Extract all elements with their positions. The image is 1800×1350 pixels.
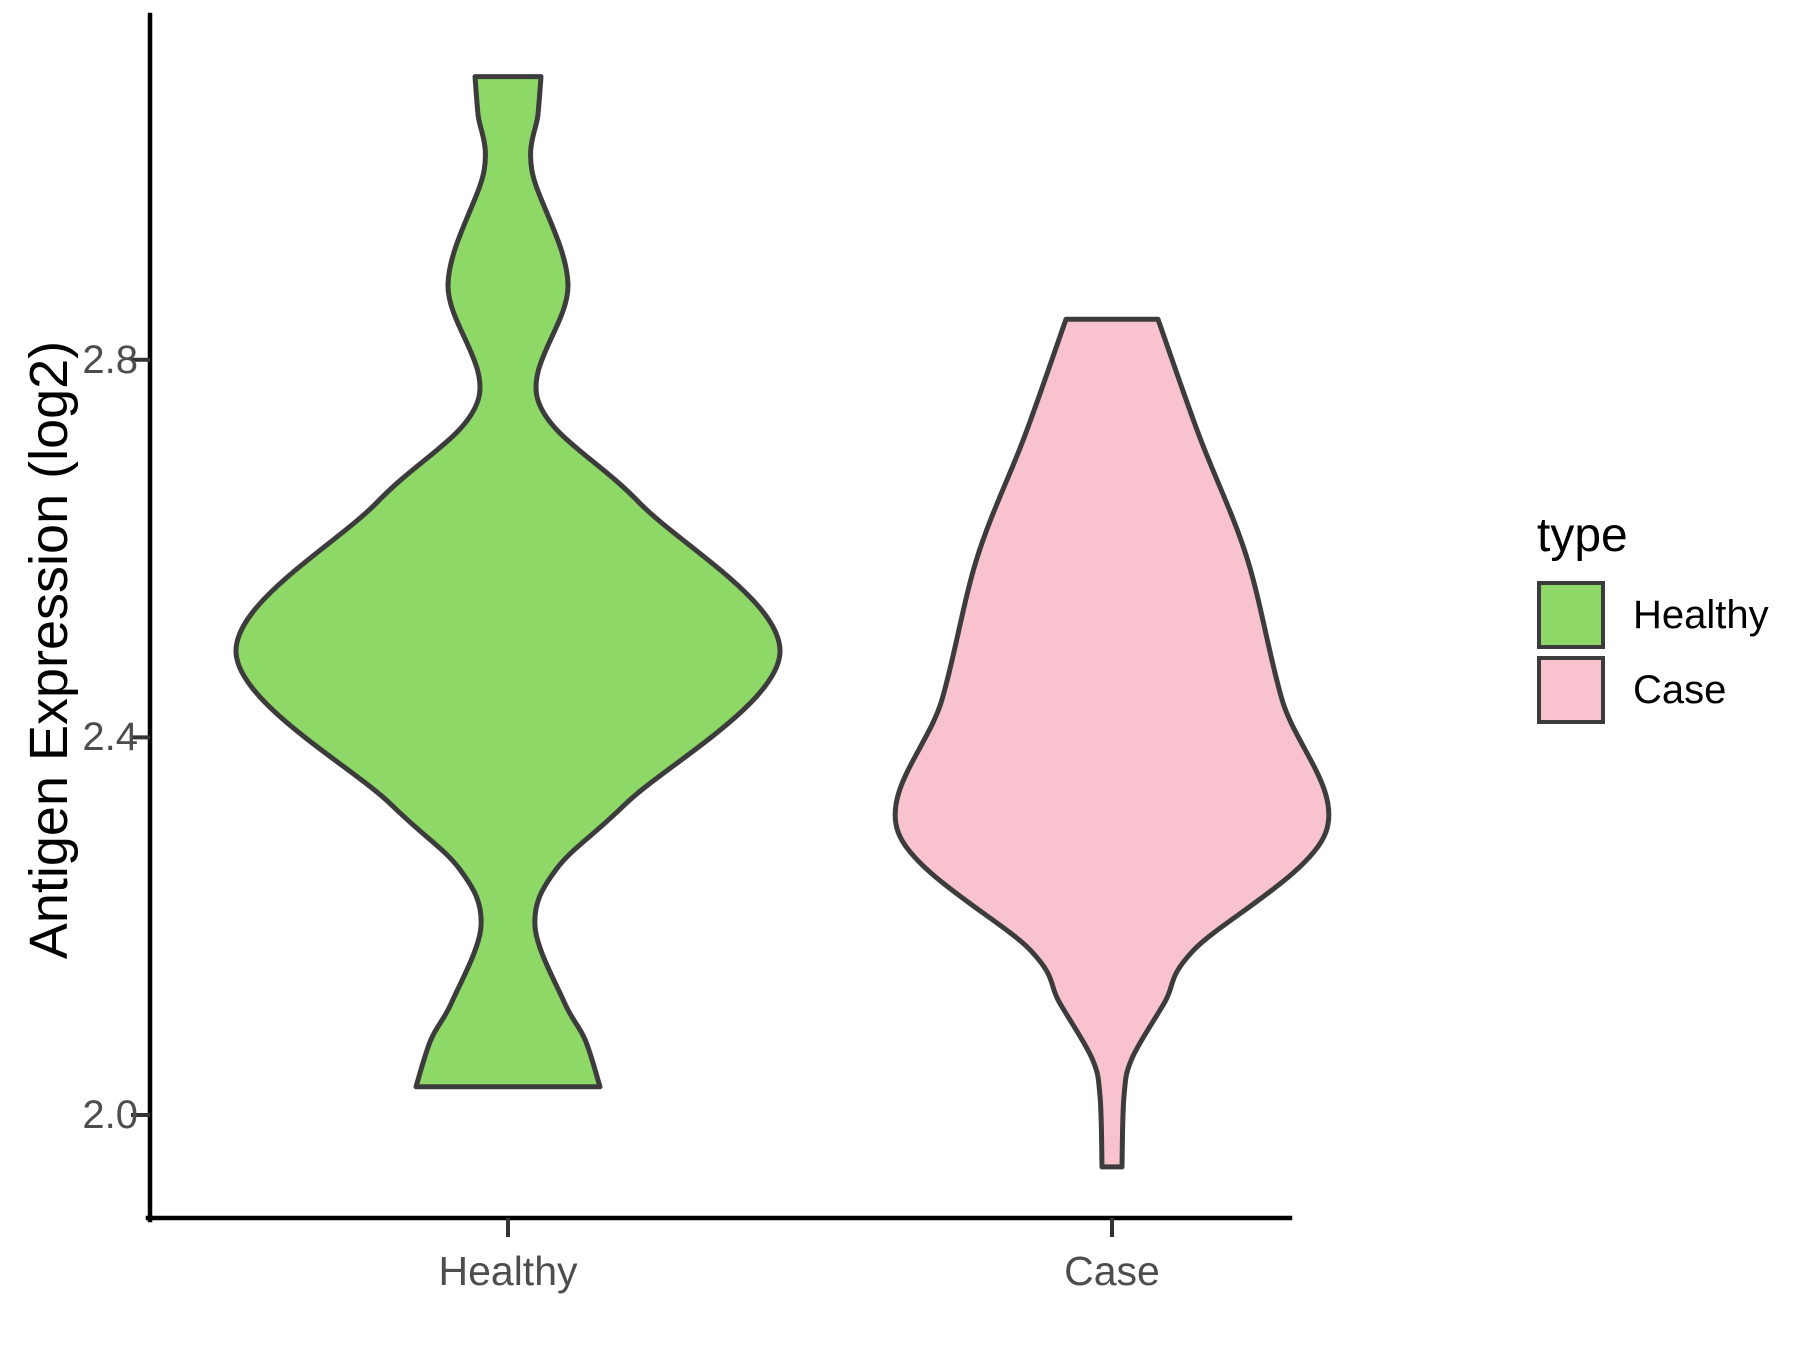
violin-case (892, 316, 1332, 1170)
legend-title: type (1537, 509, 1628, 562)
y-tick-label-2.4: 2.4 (82, 715, 138, 760)
legend-label-case: Case (1633, 667, 1727, 712)
legend-swatch-case (1537, 656, 1605, 724)
legend-entry-case: Case (1537, 656, 1769, 724)
legend-entry-healthy: Healthy (1537, 581, 1769, 649)
y-tick-label-2.0: 2.0 (82, 1093, 138, 1137)
y-axis-title: Antigen Expression (log2) (19, 340, 79, 960)
violin-healthy (233, 74, 783, 1090)
legend: type Healthy Case (1537, 508, 1769, 731)
legend-entries: Healthy Case (1537, 581, 1769, 724)
x-tick-label-healthy: Healthy (438, 1248, 578, 1294)
x-tick-label-case: Case (1064, 1248, 1160, 1294)
y-tick-label-2.8: 2.8 (82, 337, 138, 382)
legend-swatch-healthy (1537, 581, 1605, 649)
legend-label-healthy: Healthy (1633, 592, 1769, 637)
